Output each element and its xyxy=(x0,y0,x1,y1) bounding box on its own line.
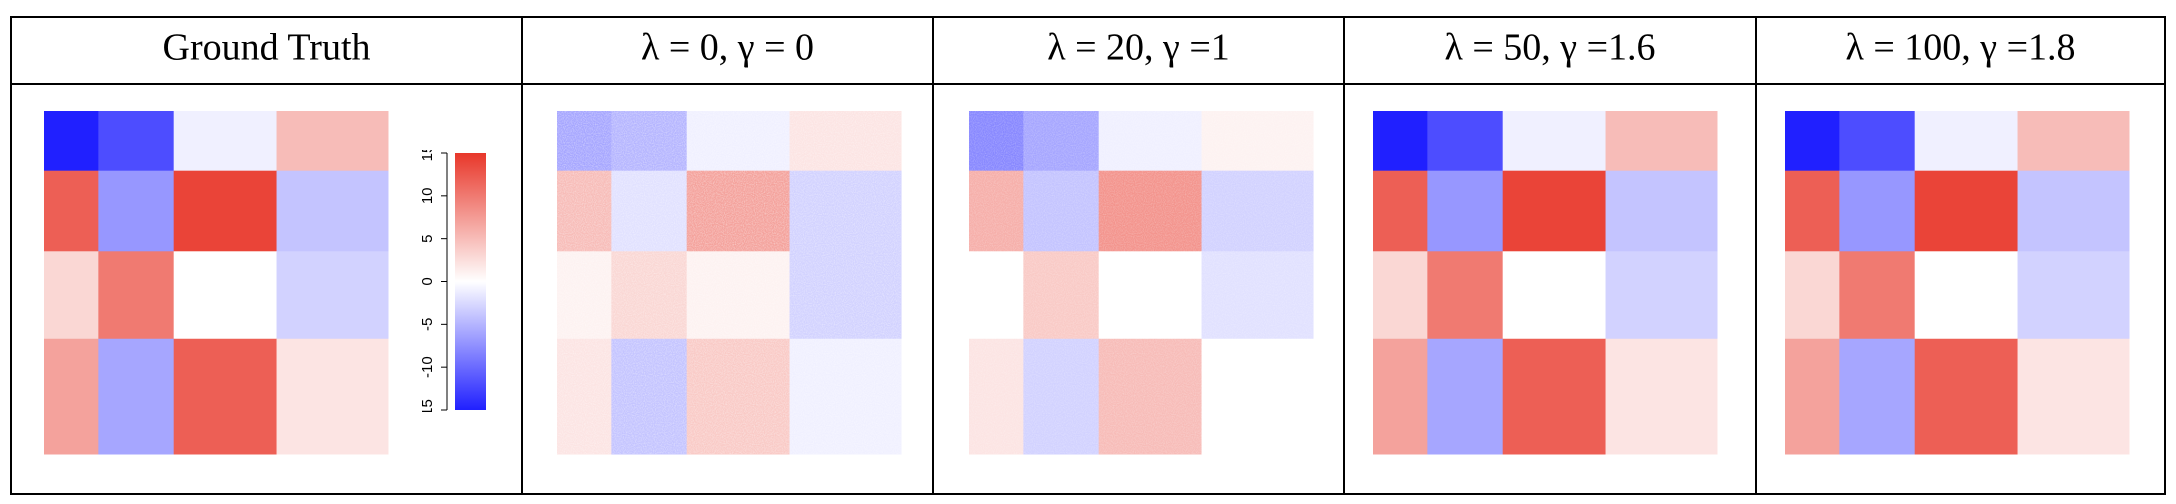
colorbar xyxy=(455,153,486,410)
heatmap-cell xyxy=(276,170,389,252)
heatmap-cell xyxy=(44,338,99,455)
heatmap xyxy=(1373,111,1718,455)
heatmap xyxy=(557,111,902,455)
heatmap-cell xyxy=(276,251,389,340)
heatmap-cell xyxy=(1914,251,2019,340)
heatmap-cell xyxy=(1785,170,1840,252)
panel-title: λ = 20, γ =1 xyxy=(1047,27,1230,69)
heatmap-cell xyxy=(1839,338,1916,455)
heatmap-cell xyxy=(1427,111,1504,172)
heatmap-cell xyxy=(1427,170,1504,252)
heatmap-cell xyxy=(2017,170,2130,252)
heatmap-cell xyxy=(1914,111,2019,172)
heatmap-cell xyxy=(44,111,99,172)
colorbar-ticks: 15 10 5 0 -5 -10 -15 xyxy=(419,145,448,421)
colorbar-tick-label: -5 xyxy=(419,318,436,331)
heatmap xyxy=(969,111,1314,455)
heatmap-cell xyxy=(1502,111,1607,172)
heatmap-cell xyxy=(1605,111,1718,172)
panel-title: λ = 100, γ =1.8 xyxy=(1845,27,2075,69)
heatmap-cell xyxy=(1605,170,1718,252)
heatmap-cell xyxy=(1785,338,1840,455)
heatmap-cell xyxy=(1502,170,1607,252)
heatmap-cell xyxy=(44,170,99,252)
heatmap-cell xyxy=(44,251,99,340)
heatmap-cell xyxy=(1427,338,1504,455)
heatmap-cell xyxy=(276,111,389,172)
heatmap-cell xyxy=(2017,111,2130,172)
heatmap-cell xyxy=(1427,251,1504,340)
colorbar-tick-label: 0 xyxy=(419,277,436,285)
heatmap-cell xyxy=(1914,338,2019,455)
colorbar-tick-label: -10 xyxy=(419,356,436,378)
heatmap-cell xyxy=(98,251,175,340)
colorbar-tick-label: 15 xyxy=(419,145,436,162)
panel-title: λ = 0, γ = 0 xyxy=(641,27,814,69)
heatmap-cell xyxy=(173,111,278,172)
heatmap-cell xyxy=(98,338,175,455)
heatmap-cell xyxy=(1605,338,1718,455)
heatmap-cell xyxy=(276,338,389,455)
heatmap-cell xyxy=(2017,251,2130,340)
heatmap-cell xyxy=(173,338,278,455)
heatmap-cell xyxy=(1839,251,1916,340)
colorbar-tick-label: 10 xyxy=(419,187,436,204)
heatmap-cell xyxy=(1839,111,1916,172)
heatmap-cell xyxy=(1373,338,1428,455)
noise-texture xyxy=(557,111,901,454)
heatmap-cell xyxy=(173,170,278,252)
panel-title: λ = 50, γ =1.6 xyxy=(1444,27,1655,69)
heatmap xyxy=(44,111,389,455)
heatmap-cell xyxy=(173,251,278,340)
panel-title: Ground Truth xyxy=(163,27,371,69)
heatmap xyxy=(1785,111,2130,455)
colorbar-tick-label: -15 xyxy=(419,399,436,421)
colorbar-tick-label: 5 xyxy=(419,234,436,242)
heatmap-cell xyxy=(1785,111,1840,172)
heatmap-cell xyxy=(1502,338,1607,455)
heatmap-cell xyxy=(1785,251,1840,340)
heatmap-cell xyxy=(98,170,175,252)
noise-texture xyxy=(969,111,1313,454)
heatmap-cell xyxy=(98,111,175,172)
heatmap-cell xyxy=(1373,170,1428,252)
heatmap-cell xyxy=(1914,170,2019,252)
heatmap-cell xyxy=(1839,170,1916,252)
heatmap-cell xyxy=(1373,251,1428,340)
heatmap-cell xyxy=(2017,338,2130,455)
heatmap-cell xyxy=(1502,251,1607,340)
table-border xyxy=(10,16,2166,495)
heatmap-cell xyxy=(1373,111,1428,172)
heatmap-cell xyxy=(1605,251,1718,340)
